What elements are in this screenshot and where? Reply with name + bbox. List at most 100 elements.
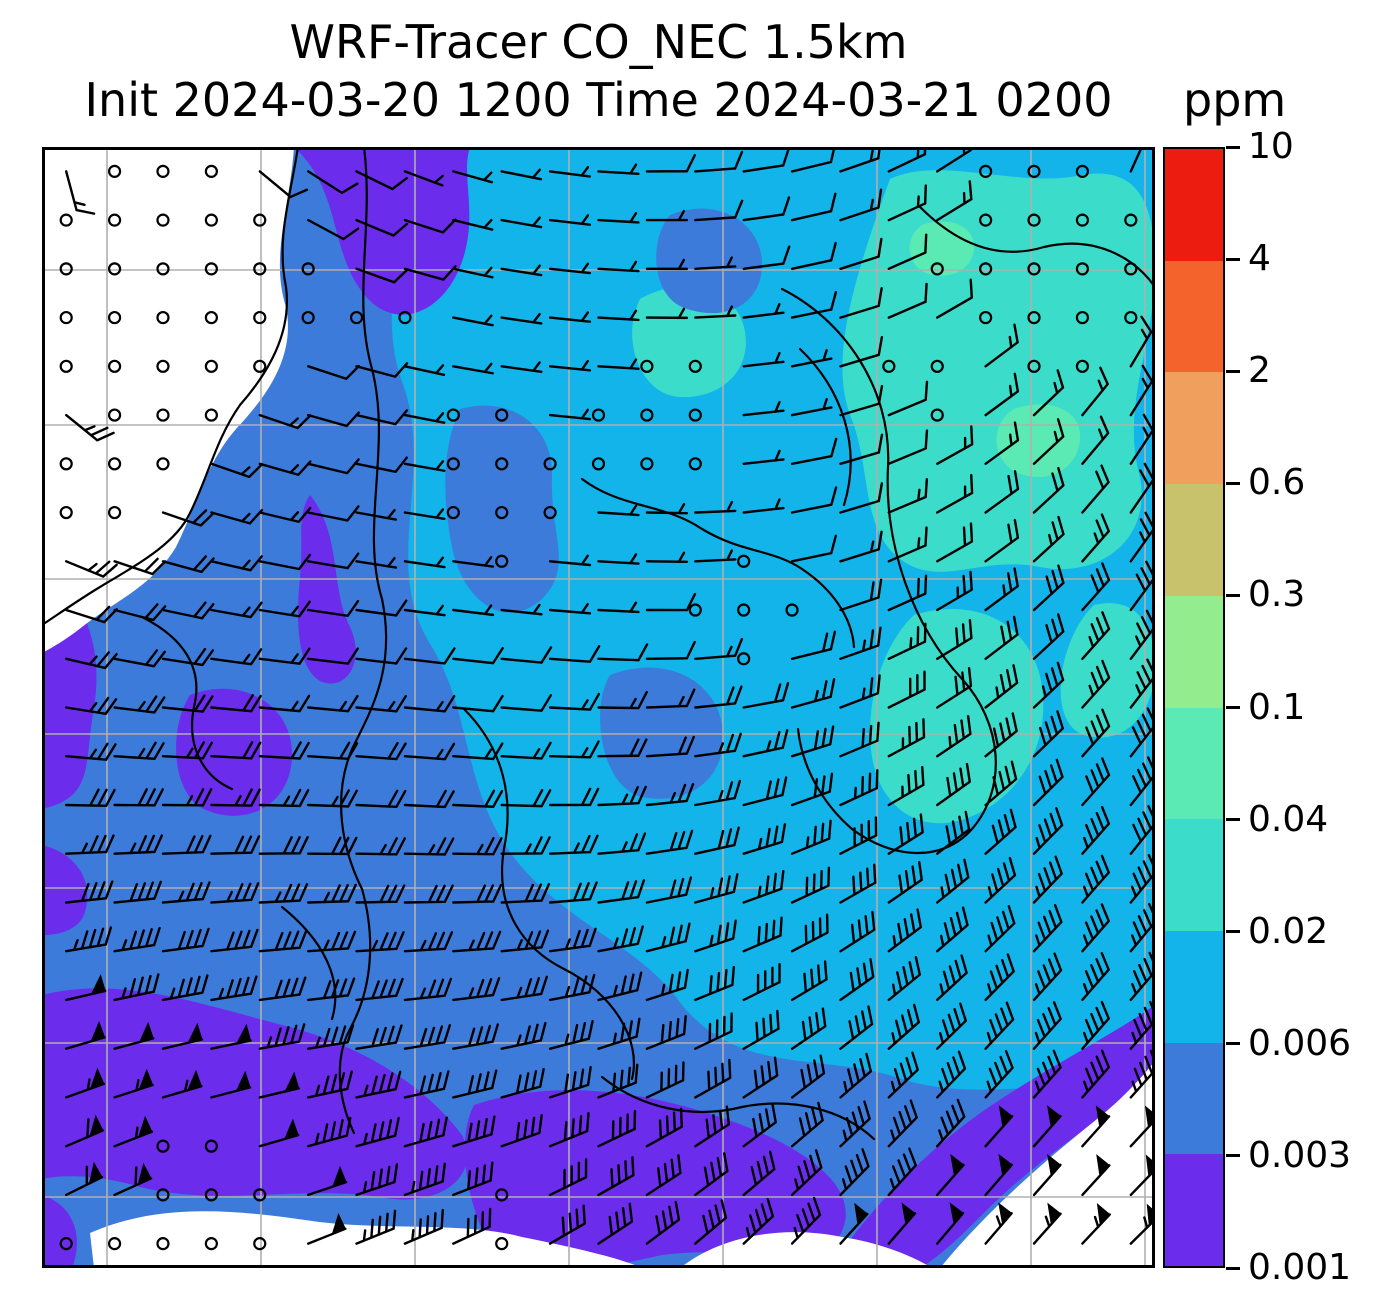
wind-barb (887, 908, 922, 953)
wind-barb (403, 694, 456, 713)
wind-barb (500, 1021, 547, 1050)
calm-wind-circle (204, 1139, 218, 1153)
colorbar (1163, 147, 1225, 1268)
wind-barb (645, 1200, 681, 1245)
colorbar-segment (1165, 1042, 1223, 1155)
wind-barb (113, 557, 167, 576)
wind-barb (161, 1022, 204, 1050)
wind-barb (65, 696, 118, 715)
colorbar-segment (1165, 819, 1223, 931)
wind-barb (1081, 1000, 1110, 1050)
calm-wind-circle (1027, 213, 1041, 227)
wind-barb (355, 218, 409, 237)
wind-barb (742, 400, 785, 417)
wind-barb (307, 1070, 353, 1099)
wind-barb (403, 508, 446, 521)
wind-barb (113, 834, 164, 855)
wind-barb (790, 290, 838, 319)
colorbar-tick-label: 4 (1248, 238, 1271, 280)
wind-barb (839, 433, 884, 465)
wind-barb (355, 837, 406, 856)
wind-barb (548, 554, 592, 567)
wind-barb (403, 1116, 448, 1148)
wind-barb (307, 505, 360, 522)
calm-wind-circle (156, 1188, 170, 1202)
wind-barb (548, 1158, 588, 1197)
wind-barb (645, 876, 693, 904)
wind-barb (1032, 758, 1064, 807)
wind-barb (887, 622, 927, 660)
wind-barb (500, 788, 552, 808)
wind-barb (548, 834, 599, 855)
wind-barb (1081, 903, 1110, 953)
wind-barb (1032, 564, 1065, 612)
colorbar-tick (1226, 1154, 1240, 1158)
colorbar-tick-label: 2 (1248, 350, 1271, 392)
wind-barb (1032, 1202, 1062, 1245)
wind-barb (839, 769, 879, 807)
wind-barb (645, 1061, 685, 1099)
wind-barb (307, 1116, 352, 1148)
colorbar-tick-label: 0.003 (1248, 1134, 1352, 1176)
wind-barb (355, 1209, 397, 1245)
calm-wind-circle (543, 457, 557, 471)
colorbar-tick (1226, 369, 1240, 373)
wind-barb (645, 153, 697, 173)
wind-barb (548, 359, 592, 372)
wind-barb (307, 1165, 348, 1197)
colorbar-tick (1226, 706, 1240, 709)
wind-barb (210, 741, 262, 760)
wind-barb (694, 779, 742, 807)
calm-wind-circle (107, 164, 122, 178)
wind-barb (500, 1067, 545, 1099)
figure-subtitle: Init 2024-03-20 1200 Time 2024-03-21 020… (84, 73, 1113, 127)
wind-barb (984, 372, 1020, 417)
wind-barb (355, 789, 407, 809)
wind-barb (403, 556, 446, 569)
wind-barb (1129, 364, 1154, 417)
wind-barb (597, 785, 647, 807)
wind-barb (742, 1009, 780, 1050)
wind-barb (694, 199, 744, 222)
wind-barb (839, 1148, 870, 1197)
wind-barb (548, 927, 597, 953)
wind-barb (742, 1103, 777, 1148)
wind-barb (839, 1100, 871, 1148)
wind-barb (645, 1107, 684, 1148)
wind-barb (500, 882, 551, 904)
wind-barb (500, 1113, 543, 1148)
wind-barb (452, 742, 504, 761)
calm-wind-circle (253, 262, 267, 276)
wind-barb (694, 1058, 732, 1099)
calm-wind-circle (107, 505, 122, 520)
colorbar-tick (1226, 818, 1240, 822)
wind-barb (936, 425, 974, 465)
wind-barb (452, 977, 501, 1002)
wind-barb (1032, 369, 1065, 417)
wind-barb (161, 694, 214, 713)
field-region (632, 286, 746, 398)
wind-barb (65, 1067, 106, 1099)
wind-barb (936, 473, 974, 514)
wind-barb (210, 1023, 252, 1050)
field-region (656, 208, 763, 314)
wind-barb (403, 170, 444, 187)
wind-barb (500, 741, 552, 760)
wind-barb (694, 549, 737, 563)
wind-barb (645, 551, 689, 563)
wind-barb (742, 916, 783, 953)
wind-barb (887, 1147, 917, 1197)
wind-barb (65, 974, 107, 1002)
colorbar-tick (1226, 593, 1240, 597)
field-region (464, 1090, 846, 1268)
wind-barb (452, 789, 504, 808)
calm-wind-circle (1124, 262, 1138, 276)
calm-wind-circle (930, 262, 944, 276)
calm-wind-circle (979, 262, 993, 276)
wind-barb (645, 1154, 682, 1197)
wind-barb (548, 740, 600, 759)
wind-barb (210, 928, 259, 953)
wind-barb (887, 282, 928, 319)
wind-barb (1129, 147, 1149, 173)
wind-barb (790, 1007, 827, 1050)
